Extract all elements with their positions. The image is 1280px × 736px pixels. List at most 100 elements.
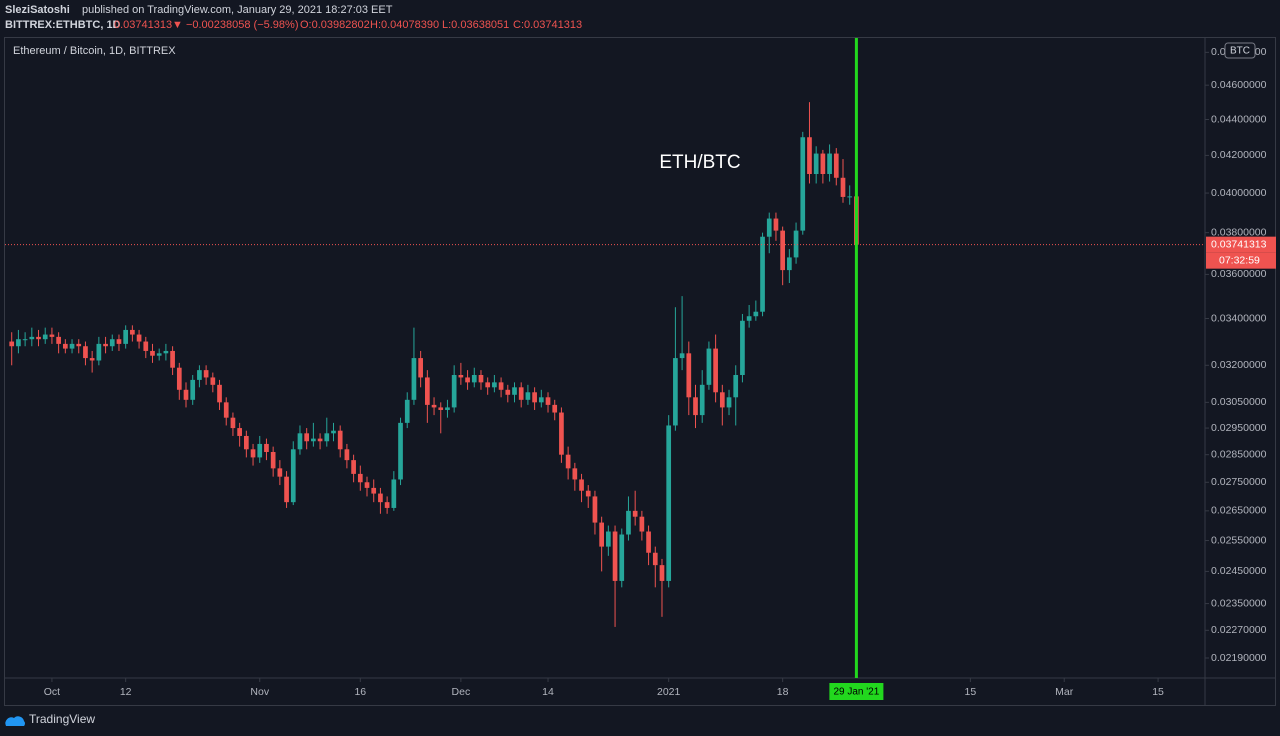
candle-body xyxy=(686,353,692,398)
candle-body xyxy=(62,343,68,349)
candle-body xyxy=(639,516,645,532)
y-tick-label: 0.03800000 xyxy=(1211,226,1267,238)
candle-body xyxy=(29,336,35,340)
y-tick-label: 0.02450000 xyxy=(1211,565,1267,577)
candle-body xyxy=(96,343,102,361)
currency-badge xyxy=(1224,42,1256,59)
candle-body xyxy=(237,428,242,436)
candle-body xyxy=(552,404,558,413)
candle-body xyxy=(585,490,591,497)
candle-body xyxy=(404,399,410,423)
candle-body xyxy=(130,329,135,335)
candle-body xyxy=(123,329,129,344)
open-value: O:0.03982802 xyxy=(300,19,370,31)
candle-body xyxy=(391,479,397,508)
candle-body xyxy=(673,358,678,426)
close-value: C:0.03741313 xyxy=(513,19,582,31)
brand-logo xyxy=(5,716,25,726)
y-tick-label: 0.02550000 xyxy=(1211,534,1267,546)
y-tick-label: 0.02950000 xyxy=(1211,422,1267,434)
candle-body xyxy=(626,510,631,535)
date-marker-label: 29 Jan '21 xyxy=(833,687,879,698)
candle-body xyxy=(16,339,21,347)
symbol: BITTREX:ETHBTC, 1D xyxy=(5,19,121,31)
candle-body xyxy=(230,417,236,429)
candle-body xyxy=(599,522,604,547)
date-marker-tag xyxy=(829,683,884,700)
candle-body xyxy=(572,468,578,480)
annotation: ETH/BTC xyxy=(659,152,740,173)
x-tick-label: Mar xyxy=(1055,686,1074,698)
candle-body xyxy=(264,443,269,452)
y-tick-label: 0.02350000 xyxy=(1211,597,1267,609)
candle-body xyxy=(83,346,88,359)
candle-body xyxy=(217,384,222,403)
candle-body xyxy=(357,473,363,483)
candle-body xyxy=(331,430,336,434)
x-tick-label: 14 xyxy=(542,686,554,698)
candle-body xyxy=(538,397,544,403)
x-tick-label: Dec xyxy=(452,686,471,698)
candle-body xyxy=(277,468,283,477)
candle-body xyxy=(438,407,444,410)
candle-body xyxy=(498,382,504,390)
candle-body xyxy=(311,438,316,442)
candle-body xyxy=(257,443,263,458)
candle-body xyxy=(840,177,846,197)
candle-body xyxy=(324,433,330,442)
candle-body xyxy=(726,397,732,408)
candle-body xyxy=(243,435,249,450)
candle-body xyxy=(780,230,785,271)
candle-body xyxy=(49,334,55,337)
candle-body xyxy=(284,476,289,503)
candle-body xyxy=(364,482,370,488)
countdown-tag xyxy=(1206,252,1276,269)
candle-body xyxy=(344,449,350,461)
currency-label: BTC xyxy=(1230,46,1250,57)
candle-body xyxy=(42,334,48,340)
candle-body xyxy=(659,565,665,581)
candle-body xyxy=(666,425,672,581)
candle-body xyxy=(76,343,82,347)
candle-body xyxy=(183,389,189,400)
candle-body xyxy=(190,379,196,400)
candle-body xyxy=(337,430,343,450)
candle-body xyxy=(116,339,122,344)
candle-body xyxy=(847,196,853,198)
candle-body xyxy=(371,487,377,494)
y-tick-label: 0.02650000 xyxy=(1211,505,1267,517)
candle-body xyxy=(304,433,310,442)
low-value: L:0.03638051 xyxy=(442,19,509,31)
candle-body xyxy=(425,377,430,405)
candle-body xyxy=(579,479,584,491)
candle-body xyxy=(22,339,28,341)
candle-body xyxy=(827,153,832,175)
candle-body xyxy=(163,350,169,354)
y-tick-label: 0.04000000 xyxy=(1211,187,1267,199)
candle-body xyxy=(69,343,75,349)
candle-body xyxy=(699,384,705,416)
last-price-label: 0.03741313 xyxy=(1211,238,1267,250)
y-tick-label: 0.03050000 xyxy=(1211,396,1267,408)
candle-body xyxy=(766,218,772,237)
candle-body xyxy=(773,218,779,231)
x-tick-label: 2021 xyxy=(657,686,681,698)
candle-body xyxy=(492,382,497,388)
x-tick-label: 12 xyxy=(120,686,132,698)
candle-body xyxy=(753,311,759,317)
candle-body xyxy=(800,137,806,231)
candle-body xyxy=(176,367,182,390)
candle-body xyxy=(109,339,115,347)
candle-body xyxy=(143,341,149,351)
candle-body xyxy=(458,374,464,378)
candle-body xyxy=(89,358,95,361)
candle-body xyxy=(156,353,162,356)
candle-body xyxy=(713,348,718,393)
candle-body xyxy=(56,336,61,344)
high-value: H:0.04078390 xyxy=(370,19,439,31)
y-tick-label: 0.03200000 xyxy=(1211,359,1267,371)
candle-body xyxy=(525,392,531,400)
y-tick-label: 0.02850000 xyxy=(1211,448,1267,460)
